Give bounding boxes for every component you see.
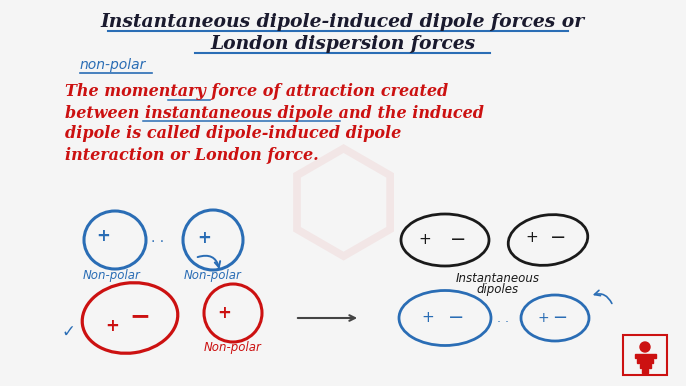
- Text: +: +: [96, 227, 110, 245]
- Text: +: +: [217, 304, 231, 322]
- Text: +: +: [105, 317, 119, 335]
- Text: non-polar: non-polar: [80, 58, 146, 72]
- Text: London dispersion forces: London dispersion forces: [211, 35, 475, 53]
- Text: dipoles: dipoles: [477, 283, 519, 296]
- Text: +: +: [525, 230, 539, 245]
- Text: +: +: [422, 310, 434, 325]
- Text: +: +: [537, 311, 549, 325]
- FancyBboxPatch shape: [642, 369, 648, 373]
- Text: Non-polar: Non-polar: [184, 269, 242, 283]
- Text: . .: . .: [497, 312, 509, 325]
- Text: Instantaneous: Instantaneous: [456, 271, 540, 284]
- Text: +: +: [197, 229, 211, 247]
- Text: interaction or London force.: interaction or London force.: [65, 147, 319, 164]
- Text: −: −: [130, 304, 150, 328]
- Text: −: −: [448, 308, 464, 327]
- Text: −: −: [552, 309, 567, 327]
- Text: −: −: [549, 229, 566, 247]
- Text: ✓: ✓: [61, 323, 75, 341]
- Circle shape: [640, 342, 650, 352]
- Text: +: +: [418, 232, 431, 247]
- FancyBboxPatch shape: [635, 354, 656, 358]
- Text: −: −: [450, 230, 466, 249]
- Text: dipole is called dipole-induced dipole: dipole is called dipole-induced dipole: [65, 125, 401, 142]
- FancyBboxPatch shape: [639, 364, 650, 368]
- Text: Non-polar: Non-polar: [204, 342, 262, 354]
- Text: The momentary force of attraction created: The momentary force of attraction create…: [65, 83, 448, 100]
- Text: between instantaneous dipole and the induced: between instantaneous dipole and the ind…: [65, 105, 484, 122]
- Text: Non-polar: Non-polar: [83, 269, 141, 283]
- Text: Instantaneous dipole-induced dipole forces or: Instantaneous dipole-induced dipole forc…: [101, 13, 585, 31]
- Text: . .: . .: [152, 231, 165, 245]
- Text: ⬡: ⬡: [283, 142, 403, 278]
- FancyBboxPatch shape: [637, 359, 653, 363]
